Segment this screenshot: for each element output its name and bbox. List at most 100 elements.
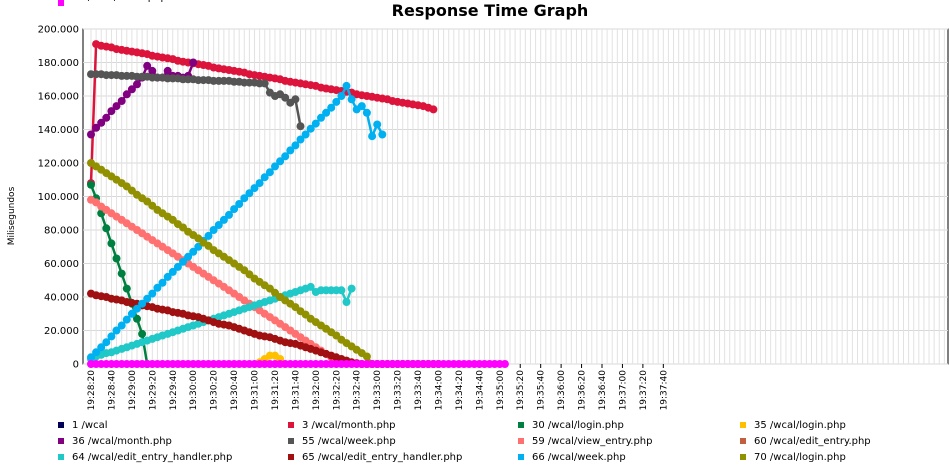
- x-tick-label: 19:32:40: [353, 370, 363, 411]
- x-tick-label: 19:33:40: [414, 370, 424, 411]
- data-point: [347, 95, 356, 104]
- data-point: [92, 348, 101, 357]
- legend-swatch: [518, 454, 524, 460]
- x-tick-label: 19:33:20: [394, 370, 404, 411]
- legend-swatch: [58, 0, 64, 6]
- data-point: [337, 92, 346, 100]
- data-point: [122, 315, 131, 324]
- y-tick-label: 180.000: [38, 58, 79, 69]
- x-tick-label: 19:35:40: [537, 370, 547, 411]
- legend-item: 36 /wcal/month.php: [58, 436, 172, 447]
- x-tick-label: 19:31:00: [251, 370, 261, 411]
- data-point: [133, 314, 141, 323]
- data-point: [107, 239, 116, 248]
- legend-item: 64 /wcal/edit_entry_handler.php: [58, 452, 232, 463]
- x-tick-label: 19:32:20: [332, 370, 342, 411]
- data-point: [148, 66, 157, 75]
- legend-label: 70 /wcal/login.php: [754, 452, 846, 463]
- data-point: [296, 122, 305, 131]
- data-point: [265, 168, 274, 177]
- data-point: [260, 173, 269, 182]
- data-point: [362, 108, 371, 117]
- legend-item: 3 /wcal/month.php: [288, 420, 396, 431]
- legend-label: 30 /wcal/login.php: [532, 420, 624, 431]
- legend-item: 71 /wcal/index.php: [58, 0, 167, 6]
- data-point: [189, 247, 198, 256]
- legend-item: 66 /wcal/week.php: [518, 452, 626, 463]
- x-tick-label: 19:30:20: [210, 370, 220, 411]
- x-tick-label: 19:28:40: [107, 370, 117, 411]
- y-tick-label: 140.000: [38, 125, 79, 136]
- legend-swatch: [518, 422, 524, 428]
- data-point: [112, 326, 121, 335]
- x-tick-label: 19:28:20: [87, 370, 97, 411]
- data-point: [163, 66, 172, 75]
- legend-item: 35 /wcal/login.php: [740, 420, 846, 431]
- data-point: [189, 58, 198, 67]
- legend-item: 55 /wcal/week.php: [288, 436, 396, 447]
- legend-item: 65 /wcal/edit_entry_handler.php: [288, 452, 462, 463]
- x-tick-label: 19:29:00: [128, 370, 138, 411]
- x-tick-label: 19:31:40: [291, 370, 301, 411]
- legend-label: 66 /wcal/week.php: [532, 452, 626, 463]
- legend-swatch: [58, 438, 64, 444]
- data-point: [117, 269, 126, 278]
- data-point: [296, 135, 305, 144]
- data-point: [102, 113, 111, 122]
- x-tick-label: 19:32:00: [312, 370, 322, 411]
- chart-title: Response Time Graph: [392, 1, 589, 20]
- data-point: [429, 105, 438, 114]
- legend-label: 1 /wcal: [72, 420, 108, 431]
- legend-label: 3 /wcal/month.php: [302, 420, 396, 431]
- legend-item: 70 /wcal/login.php: [740, 452, 846, 463]
- data-point: [342, 81, 351, 90]
- data-point: [368, 132, 377, 141]
- data-point: [291, 95, 300, 104]
- legend-swatch: [288, 454, 294, 460]
- data-point: [87, 353, 95, 362]
- legend-swatch: [740, 422, 746, 428]
- data-point: [122, 284, 131, 293]
- x-tick-label: 19:36:00: [557, 370, 567, 411]
- y-tick-label: 80.000: [44, 226, 79, 237]
- legend-swatch: [288, 438, 294, 444]
- data-point: [92, 123, 101, 132]
- y-tick-label: 0: [73, 360, 79, 371]
- data-point: [281, 93, 290, 102]
- data-point: [235, 200, 244, 208]
- y-tick-label: 160.000: [38, 92, 79, 103]
- data-point: [87, 130, 95, 139]
- x-tick-label: 19:30:00: [189, 370, 199, 411]
- legend-label: 59 /wcal/view_entry.php: [532, 436, 652, 447]
- y-tick-label: 100.000: [38, 192, 79, 203]
- data-point: [225, 210, 233, 219]
- data-point: [255, 179, 264, 188]
- legend-item: 59 /wcal/view_entry.php: [518, 436, 652, 447]
- data-point: [301, 130, 310, 139]
- x-tick-label: 19:37:20: [639, 370, 649, 411]
- data-point: [373, 120, 382, 129]
- data-point: [327, 103, 336, 112]
- data-point: [291, 141, 300, 150]
- x-tick-label: 19:34:40: [475, 370, 485, 411]
- data-point: [107, 107, 116, 116]
- data-point: [357, 102, 366, 111]
- data-point: [112, 254, 121, 263]
- data-point: [102, 224, 111, 233]
- data-point: [102, 338, 111, 347]
- data-point: [378, 130, 387, 139]
- data-point: [332, 97, 341, 106]
- legend-swatch: [288, 422, 294, 428]
- legend-label: 64 /wcal/edit_entry_handler.php: [72, 452, 232, 463]
- data-point: [112, 102, 121, 111]
- legend-swatch: [740, 438, 746, 444]
- data-point: [97, 343, 106, 352]
- grid-lines: [83, 28, 948, 365]
- data-point: [245, 189, 254, 198]
- x-axis-ticks: 19:28:20 19:28:40 19:29:00 19:29:20 19:29:40…: [87, 364, 669, 410]
- data-point: [347, 284, 356, 293]
- legend-label: 36 /wcal/month.php: [72, 436, 172, 447]
- x-tick-label: 19:37:40: [659, 370, 669, 411]
- data-point: [158, 278, 167, 287]
